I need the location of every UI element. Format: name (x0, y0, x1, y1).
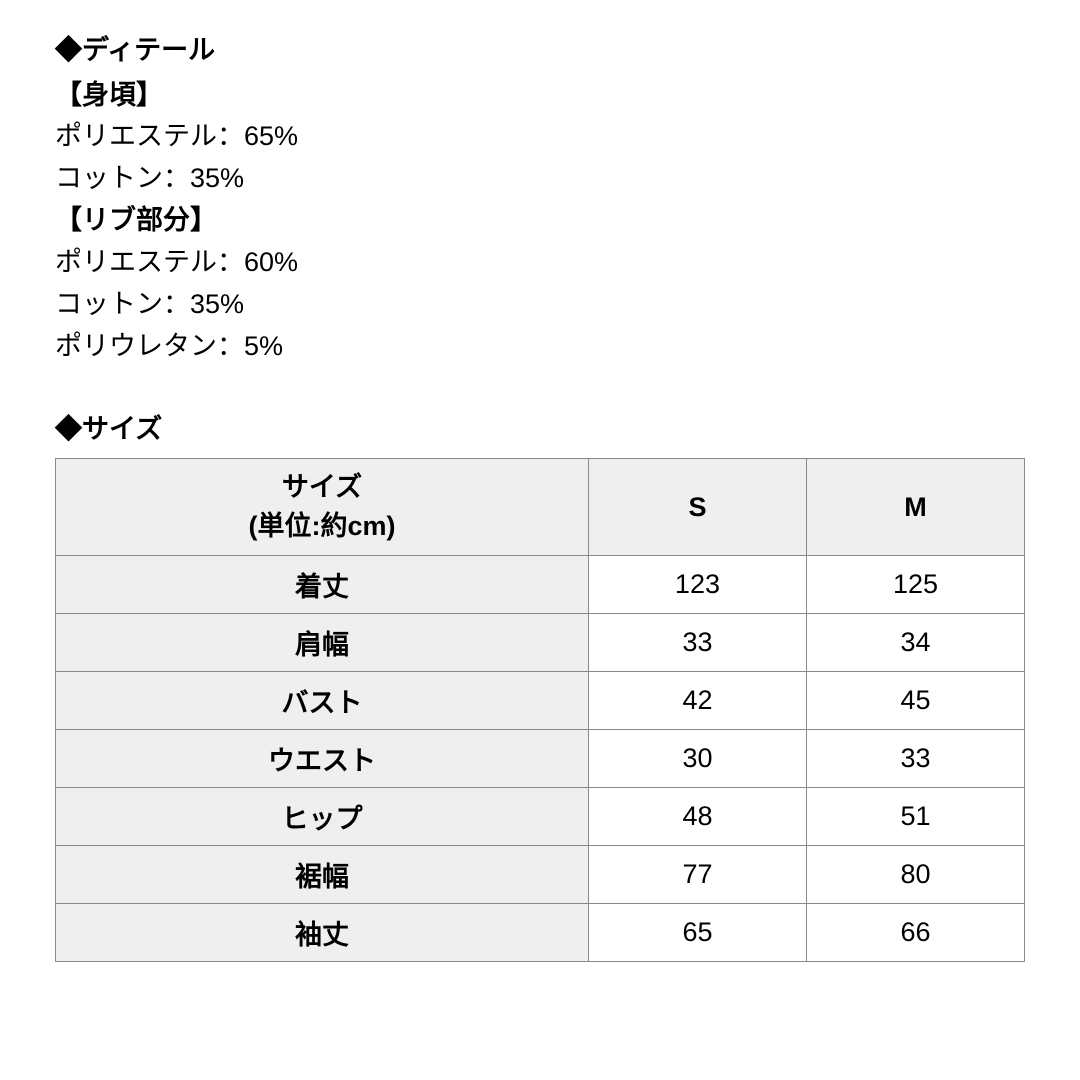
material-line: コットン：35% (55, 158, 1025, 200)
table-header-size: サイズ (単位:約cm) (56, 458, 589, 555)
detail-heading: ◆ディテール (55, 30, 1025, 71)
size-section: ◆サイズ サイズ (単位:約cm) S M 着丈 123 125 肩幅 33 3… (55, 409, 1025, 962)
table-cell: 42 (588, 672, 806, 730)
detail-section: ◆ディテール 【身頃】 ポリエステル：65% コットン：35% 【リブ部分】 ポ… (55, 30, 1025, 367)
table-row: 袖丈 65 66 (56, 904, 1025, 962)
material-line: コットン：35% (55, 284, 1025, 326)
material-line: ポリエステル：60% (55, 242, 1025, 284)
table-row: 肩幅 33 34 (56, 614, 1025, 672)
table-cell: 125 (806, 556, 1024, 614)
material-group-0: 【身頃】 ポリエステル：65% コットン：35% (55, 75, 1025, 201)
table-header-row: サイズ (単位:約cm) S M (56, 458, 1025, 555)
table-row: ウエスト 30 33 (56, 730, 1025, 788)
table-cell: 66 (806, 904, 1024, 962)
table-row-label: 袖丈 (56, 904, 589, 962)
material-group-title: 【リブ部分】 (55, 200, 1025, 242)
material-line: ポリエステル：65% (55, 116, 1025, 158)
table-row-label: ウエスト (56, 730, 589, 788)
table-cell: 48 (588, 788, 806, 846)
table-header-size-line1: サイズ (60, 468, 584, 507)
table-header-col-m: M (806, 458, 1024, 555)
size-table: サイズ (単位:約cm) S M 着丈 123 125 肩幅 33 34 バスト… (55, 458, 1025, 962)
table-cell: 30 (588, 730, 806, 788)
table-cell: 80 (806, 846, 1024, 904)
table-row: 着丈 123 125 (56, 556, 1025, 614)
table-row: バスト 42 45 (56, 672, 1025, 730)
table-row-label: 着丈 (56, 556, 589, 614)
table-row-label: ヒップ (56, 788, 589, 846)
table-row-label: バスト (56, 672, 589, 730)
material-group-title: 【身頃】 (55, 75, 1025, 117)
size-heading: ◆サイズ (55, 409, 1025, 450)
material-group-1: 【リブ部分】 ポリエステル：60% コットン：35% ポリウレタン：5% (55, 200, 1025, 367)
table-cell: 45 (806, 672, 1024, 730)
table-row: ヒップ 48 51 (56, 788, 1025, 846)
table-row-label: 肩幅 (56, 614, 589, 672)
table-cell: 65 (588, 904, 806, 962)
table-cell: 51 (806, 788, 1024, 846)
table-header-col-s: S (588, 458, 806, 555)
table-cell: 33 (588, 614, 806, 672)
table-cell: 33 (806, 730, 1024, 788)
table-cell: 34 (806, 614, 1024, 672)
material-line: ポリウレタン：5% (55, 326, 1025, 368)
table-header-size-line2: (単位:約cm) (60, 507, 584, 546)
table-cell: 77 (588, 846, 806, 904)
table-row-label: 裾幅 (56, 846, 589, 904)
table-row: 裾幅 77 80 (56, 846, 1025, 904)
table-cell: 123 (588, 556, 806, 614)
